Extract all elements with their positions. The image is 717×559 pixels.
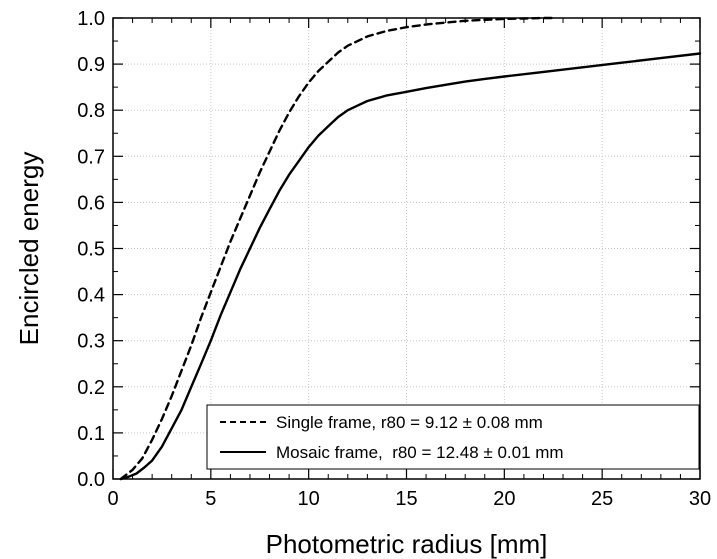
y-tick-label: 0.9 (77, 54, 105, 76)
series-line-single-frame (119, 16, 555, 481)
y-tick-label: 0.6 (77, 192, 105, 214)
x-tick-labels: 0 5 10 15 20 25 30 (107, 488, 711, 510)
y-tick-label: 0.5 (77, 239, 105, 261)
y-tick-label: 0.8 (77, 100, 105, 122)
plot-frame (112, 17, 701, 480)
y-axis-title: Encircled energy (14, 152, 44, 346)
x-tick-label: 10 (298, 488, 320, 510)
y-tick-label: 0.0 (77, 469, 105, 491)
y-tick-label: 0.7 (77, 146, 105, 168)
x-tick-label: 25 (591, 488, 613, 510)
legend-box (206, 404, 700, 470)
legend-label-mosaic-frame: Mosaic frame, r80 = 12.48 ± 0.01 mm (276, 443, 564, 462)
x-axis-title: Photometric radius [mm] (266, 529, 548, 559)
legend-label-single-frame: Single frame, r80 = 9.12 ± 0.08 mm (276, 413, 543, 432)
y-tick-label: 0.2 (77, 377, 105, 399)
x-tick-label: 15 (395, 488, 417, 510)
y-tick-label: 1.0 (77, 8, 105, 30)
y-tick-label: 0.1 (77, 423, 105, 445)
y-tick-labels: 0.0 0.1 0.2 0.3 0.4 0.5 0.6 0.7 0.8 0.9 1.0 (77, 8, 105, 491)
y-tick-label: 0.3 (77, 331, 105, 353)
x-tick-label: 20 (493, 488, 515, 510)
series-line-mosaic-frame (119, 52, 702, 481)
y-tick-label: 0.4 (77, 285, 105, 307)
series-lines (119, 16, 702, 481)
legend: Single frame, r80 = 9.12 ± 0.08 mm Mosai… (206, 404, 700, 470)
x-tick-label: 5 (205, 488, 216, 510)
x-tick-label: 0 (107, 488, 118, 510)
x-tick-label: 30 (689, 488, 711, 510)
